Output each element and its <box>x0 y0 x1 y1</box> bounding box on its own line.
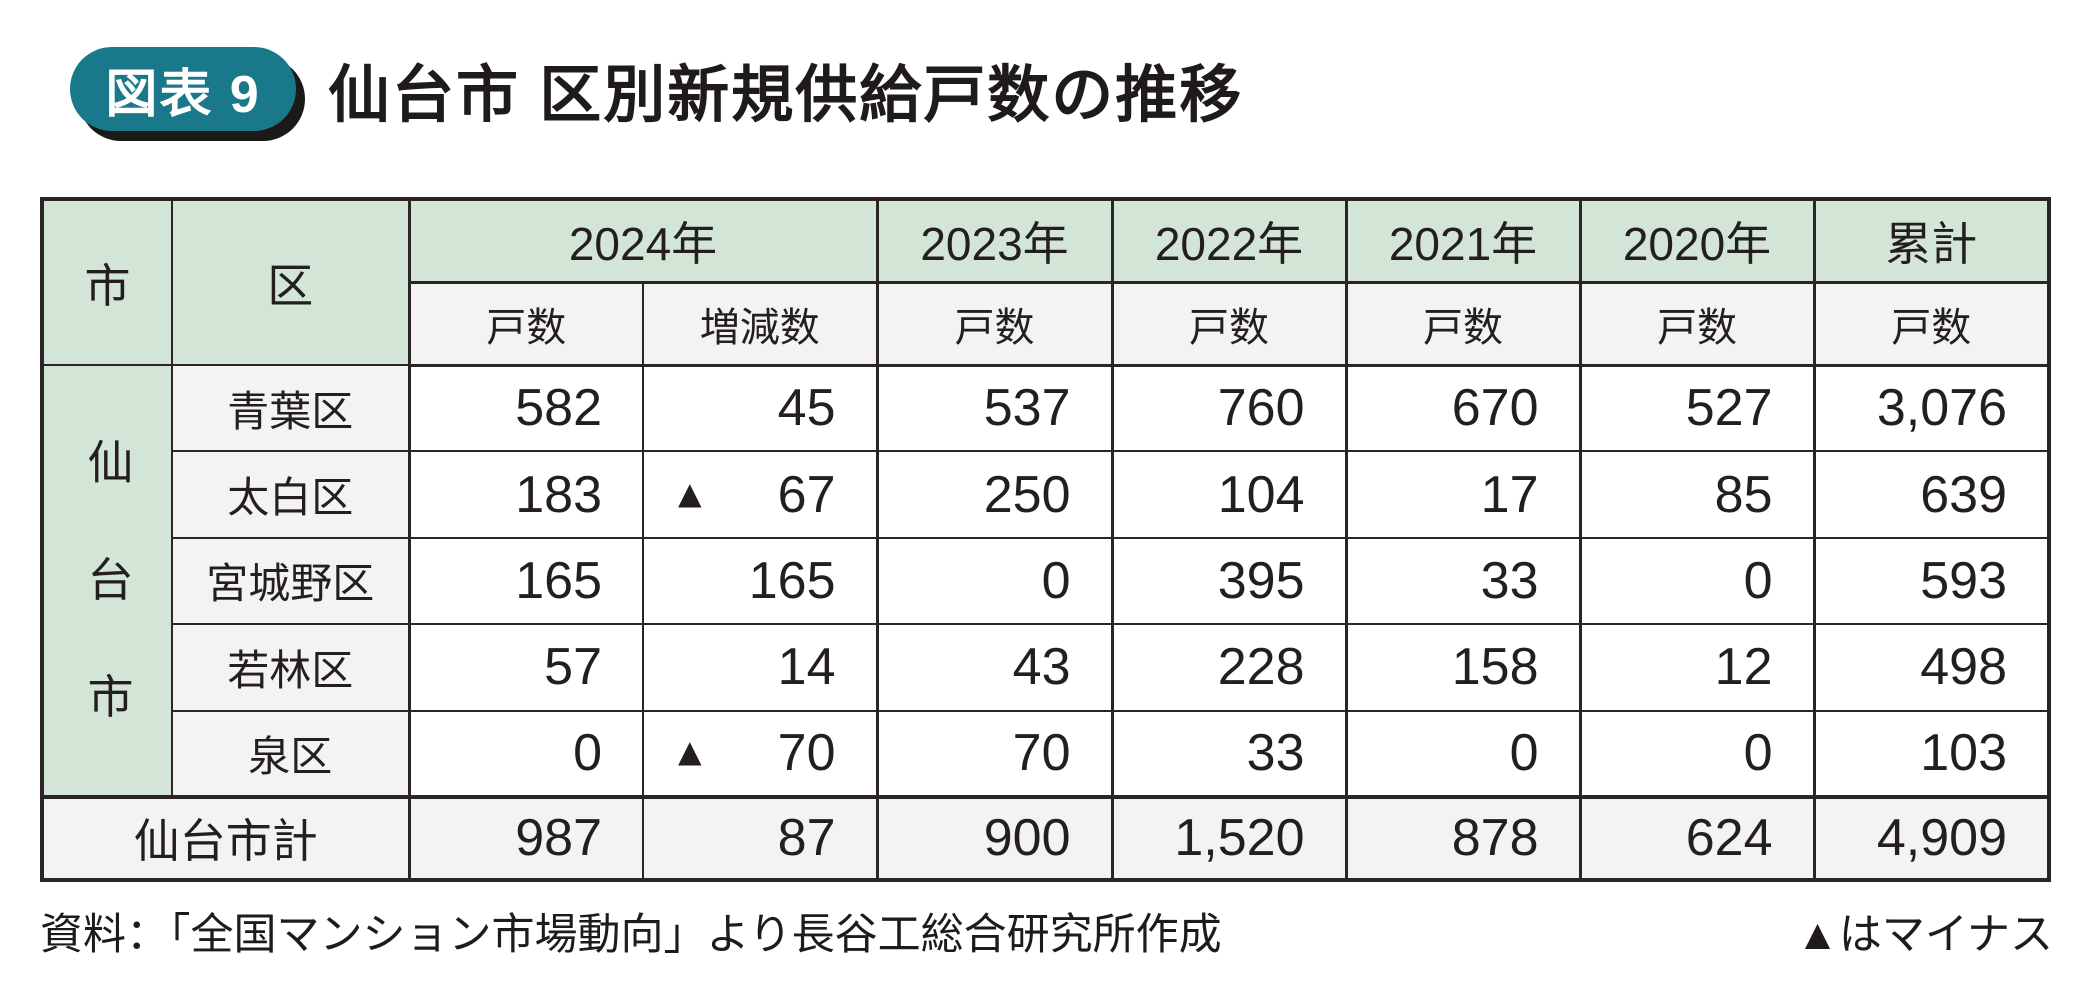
negative-triangle-mark: ▲ <box>670 472 710 517</box>
units-2021-cell: 33 <box>1344 536 1581 626</box>
change-2024-cell: 14 <box>642 623 878 712</box>
units-2021-cell: 670 <box>1344 363 1581 453</box>
city-total-label: 仙台市計 <box>41 794 410 881</box>
units-2023-cell: 537 <box>875 363 1113 453</box>
negative-triangle-mark: ▲ <box>670 730 710 775</box>
units-2021-cell: 0 <box>1344 709 1581 798</box>
subheader-change-2024: 増減数 <box>642 281 878 367</box>
table-row-city-total: 仙台市計 987 87 900 1,520 878 624 4,909 <box>41 794 2050 881</box>
units-2022-cell: 228 <box>1110 623 1347 712</box>
subheader-units-2022: 戸数 <box>1110 281 1347 367</box>
subheader-units-2020: 戸数 <box>1578 281 1815 367</box>
subheader-units-2023: 戸数 <box>875 281 1113 367</box>
header-cell-2023: 2023年 <box>875 198 1113 284</box>
negative-legend: ▲はマイナス <box>1796 911 2053 959</box>
units-2024-cell: 987 <box>407 794 644 881</box>
header-row-sub: 戸数 増減数 戸数 戸数 戸数 戸数 戸数 <box>42 281 2050 367</box>
units-2020-cell: 527 <box>1578 363 1815 453</box>
units-2022-cell: 33 <box>1110 709 1347 798</box>
district-cell: 若林区 <box>171 623 410 712</box>
change-value: 165 <box>748 551 836 610</box>
units-2020-cell: 0 <box>1578 709 1815 798</box>
units-2021-cell: 878 <box>1344 794 1581 881</box>
units-2021-cell: 158 <box>1344 623 1581 712</box>
change-2024-cell: ▲ 67 <box>642 450 878 539</box>
units-2024-cell: 57 <box>407 623 644 712</box>
header-cell-2020: 2020年 <box>1578 198 1815 284</box>
table-row-miyagino: 宮城野区 165 165 0 395 33 0 593 <box>42 536 2050 626</box>
units-total-cell: 593 <box>1812 536 2050 626</box>
units-2020-cell: 0 <box>1578 536 1815 626</box>
units-2022-cell: 760 <box>1110 363 1347 453</box>
units-2023-cell: 43 <box>875 623 1113 712</box>
header-cell-cumulative: 累計 <box>1812 198 2050 284</box>
table-row-taihaku: 太白区 183 ▲ 67 250 104 17 85 639 <box>42 450 2050 539</box>
header-cell-city: 市 <box>41 198 173 366</box>
figure-title: 仙台市 区別新規供給戸数の推移 <box>328 61 1244 130</box>
units-total-cell: 4,909 <box>1812 794 2050 881</box>
table-row-wakabayashi: 若林区 57 14 43 228 158 12 498 <box>42 623 2050 712</box>
change-value: 70 <box>777 724 836 783</box>
district-cell: 青葉区 <box>171 363 410 453</box>
units-total-cell: 103 <box>1812 709 2050 798</box>
units-total-cell: 639 <box>1812 450 2050 539</box>
city-vertical-label: 仙台市 <box>81 438 134 790</box>
change-2024-cell: 165 <box>642 536 878 626</box>
units-2024-cell: 0 <box>407 709 644 798</box>
subheader-units-2021: 戸数 <box>1344 281 1581 367</box>
source-note: 資料：「全国マンション市場動向」より長谷工総合研究所作成 <box>40 911 1222 959</box>
change-2024-cell: ▲ 70 <box>642 709 878 798</box>
district-cell: 泉区 <box>171 709 410 798</box>
units-2022-cell: 1,520 <box>1110 794 1347 881</box>
figure-header: 図表 9 仙台市 区別新規供給戸数の推移 <box>70 44 1243 134</box>
units-2023-cell: 900 <box>875 794 1113 881</box>
units-2024-cell: 582 <box>407 363 644 453</box>
figure-footer: 資料：「全国マンション市場動向」より長谷工総合研究所作成 ▲はマイナス <box>40 900 2053 962</box>
district-cell: 太白区 <box>171 450 410 539</box>
header-cell-2021: 2021年 <box>1344 198 1581 284</box>
city-merged-cell: 仙台市 <box>41 364 173 798</box>
supply-table-wrap: 市 区 2024年 2023年 2022年 2021年 2020年 累計 戸数 … <box>40 197 2051 882</box>
header-row-years: 市 区 2024年 2023年 2022年 2021年 2020年 累計 <box>41 198 2050 366</box>
units-2020-cell: 85 <box>1578 450 1815 539</box>
units-2024-cell: 165 <box>407 536 644 626</box>
units-2023-cell: 0 <box>875 536 1113 626</box>
units-2023-cell: 250 <box>875 450 1113 539</box>
change-value: 45 <box>777 379 836 438</box>
subheader-units-cumulative: 戸数 <box>1812 281 2050 367</box>
change-value: 67 <box>777 465 836 524</box>
units-2020-cell: 12 <box>1578 623 1815 712</box>
header-cell-2024: 2024年 <box>407 198 878 284</box>
units-2021-cell: 17 <box>1344 450 1581 539</box>
subheader-units-2024: 戸数 <box>407 281 644 367</box>
district-cell: 宮城野区 <box>171 536 410 626</box>
change-2024-cell: 87 <box>642 794 878 881</box>
units-total-cell: 3,076 <box>1812 363 2050 453</box>
supply-table: 市 区 2024年 2023年 2022年 2021年 2020年 累計 戸数 … <box>40 197 2051 882</box>
table-row-izumi: 泉区 0 ▲ 70 70 33 0 0 103 <box>42 709 2050 798</box>
units-2022-cell: 104 <box>1110 450 1347 539</box>
figure-badge: 図表 9 <box>70 47 296 131</box>
units-2024-cell: 183 <box>407 450 644 539</box>
units-total-cell: 498 <box>1812 623 2050 712</box>
table-row-aoba: 仙台市 青葉区 582 45 537 760 670 527 3,076 <box>41 363 2050 798</box>
units-2023-cell: 70 <box>875 709 1113 798</box>
units-2022-cell: 395 <box>1110 536 1347 626</box>
header-cell-2022: 2022年 <box>1110 198 1347 284</box>
change-value: 14 <box>777 638 836 697</box>
change-2024-cell: 45 <box>642 363 878 453</box>
figure-badge-label: 図表 9 <box>105 65 261 124</box>
change-value: 87 <box>777 809 836 868</box>
header-cell-district: 区 <box>171 198 410 366</box>
units-2020-cell: 624 <box>1578 794 1815 881</box>
